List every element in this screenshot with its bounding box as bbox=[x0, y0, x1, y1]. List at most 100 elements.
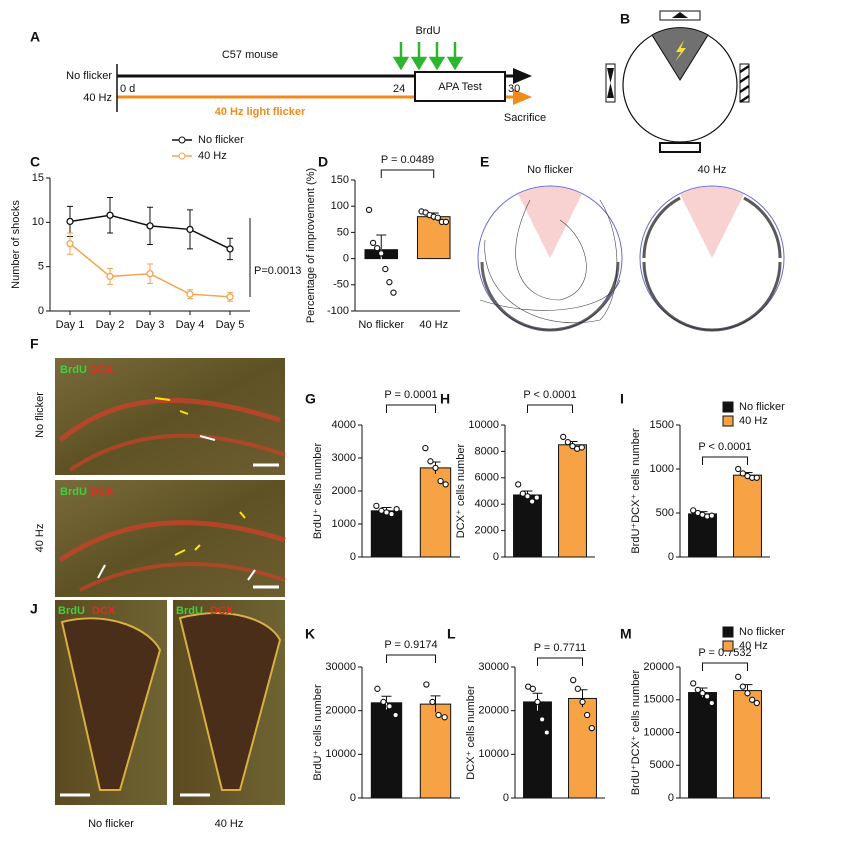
panel-label: L bbox=[447, 626, 456, 642]
significance-bracket bbox=[537, 657, 583, 666]
y-tick-label: 5000 bbox=[650, 759, 674, 771]
legend-swatch bbox=[722, 401, 734, 413]
data-point bbox=[534, 698, 541, 706]
bar bbox=[688, 513, 717, 558]
text: 40 Hz bbox=[83, 92, 112, 104]
data-point bbox=[383, 509, 390, 516]
y-tick-label: 5 bbox=[38, 261, 44, 273]
panel-label: C bbox=[30, 154, 40, 170]
text: No flicker bbox=[66, 70, 112, 82]
bar bbox=[568, 697, 597, 799]
col-label: 40 Hz bbox=[215, 818, 244, 830]
panel-label: A bbox=[30, 29, 40, 45]
y-tick-label: 0 bbox=[343, 253, 349, 265]
x-tick-label: 40 Hz bbox=[419, 319, 448, 331]
panel-label: F bbox=[30, 336, 39, 352]
data-point bbox=[434, 214, 441, 221]
legend-label: No flicker bbox=[739, 626, 785, 638]
y-tick-label: 30000 bbox=[325, 661, 356, 673]
data-point bbox=[735, 465, 742, 473]
x-tick-label: No flicker bbox=[358, 319, 404, 331]
annotation: P < 0.0001 bbox=[523, 389, 576, 401]
stain-label: BrdU bbox=[58, 605, 85, 617]
brdu-arrows bbox=[392, 42, 464, 71]
data-point bbox=[735, 673, 742, 680]
significance-bracket bbox=[386, 654, 436, 663]
data-point bbox=[429, 698, 436, 706]
y-axis-label: DCX⁺ cells number bbox=[465, 685, 477, 780]
y-tick-label: 20000 bbox=[643, 661, 674, 673]
annotation: P = 0.7532 bbox=[698, 647, 751, 659]
marker bbox=[106, 211, 114, 219]
y-tick-label: 2000 bbox=[332, 485, 356, 497]
data-point bbox=[422, 444, 429, 452]
y-tick-label: 0 bbox=[668, 551, 674, 563]
data-point bbox=[386, 703, 393, 710]
arrowhead bbox=[513, 89, 532, 105]
panel-label: M bbox=[620, 626, 632, 642]
data-point bbox=[524, 493, 531, 500]
data-point bbox=[578, 444, 585, 451]
annotation: P = 0.7711 bbox=[534, 642, 587, 654]
y-axis-label: Number of shocks bbox=[10, 200, 22, 289]
row-label: No flicker bbox=[34, 392, 46, 438]
panel-label: G bbox=[305, 391, 316, 407]
bar bbox=[688, 692, 717, 799]
data-point bbox=[570, 676, 577, 684]
row-label: 40 Hz bbox=[34, 524, 46, 553]
y-axis-label: BrdU⁺ cells number bbox=[312, 443, 324, 540]
data-point bbox=[393, 505, 400, 513]
panel-label: B bbox=[620, 11, 630, 27]
y-tick-label: 500 bbox=[656, 507, 674, 519]
data-point bbox=[588, 724, 595, 732]
y-tick-label: 20000 bbox=[325, 705, 356, 717]
bar bbox=[513, 494, 542, 558]
y-tick-label: 8000 bbox=[475, 445, 499, 457]
y-tick-label: 10000 bbox=[478, 748, 509, 760]
x-tick-label: Day 5 bbox=[216, 319, 245, 331]
data-point bbox=[533, 494, 540, 501]
y-tick-label: 30000 bbox=[478, 661, 509, 673]
data-point bbox=[378, 507, 385, 514]
significance-bracket bbox=[702, 662, 748, 671]
text: Sacrifice bbox=[504, 112, 546, 124]
legend-label: No flicker bbox=[198, 134, 244, 146]
legend-label: 40 Hz bbox=[739, 415, 768, 427]
y-axis-label: BrdU⁺ cells number bbox=[312, 684, 324, 781]
annotation: P < 0.0001 bbox=[698, 441, 751, 453]
stain-label: DCX bbox=[90, 486, 114, 498]
data-point bbox=[708, 699, 715, 707]
y-tick-label: 150 bbox=[331, 174, 349, 186]
y-tick-label: 6000 bbox=[475, 472, 499, 484]
data-point bbox=[699, 690, 706, 697]
y-axis-label: BrdU⁺DCX⁺ cells number bbox=[630, 428, 642, 554]
y-tick-label: 1000 bbox=[650, 463, 674, 475]
data-point bbox=[442, 481, 449, 488]
marker bbox=[186, 290, 194, 298]
y-tick-label: 3000 bbox=[332, 452, 356, 464]
data-point bbox=[386, 279, 393, 286]
stain-label: BrdU bbox=[60, 486, 87, 498]
y-tick-label: 0 bbox=[493, 551, 499, 563]
data-point bbox=[543, 729, 550, 736]
data-point bbox=[708, 512, 715, 519]
annotation: P=0.0013 bbox=[254, 265, 301, 277]
data-point bbox=[369, 239, 377, 247]
panel-label: D bbox=[318, 154, 328, 170]
y-tick-label: 10000 bbox=[643, 726, 674, 738]
data-point bbox=[749, 696, 756, 703]
data-point bbox=[388, 510, 395, 518]
text: No flicker bbox=[527, 164, 573, 176]
text: BrdU bbox=[415, 25, 440, 37]
data-point bbox=[704, 693, 711, 700]
y-tick-label: 20000 bbox=[478, 705, 509, 717]
y-tick-label: 50 bbox=[337, 226, 349, 238]
data-point bbox=[569, 442, 576, 450]
marker bbox=[226, 245, 234, 253]
marker bbox=[106, 272, 114, 281]
y-tick-label: -50 bbox=[333, 279, 349, 291]
significance-bracket bbox=[527, 404, 573, 413]
data-point bbox=[539, 716, 546, 723]
micrographs-j: BrdU DCX BrdU DCX No flicker 40 Hz bbox=[55, 600, 285, 830]
